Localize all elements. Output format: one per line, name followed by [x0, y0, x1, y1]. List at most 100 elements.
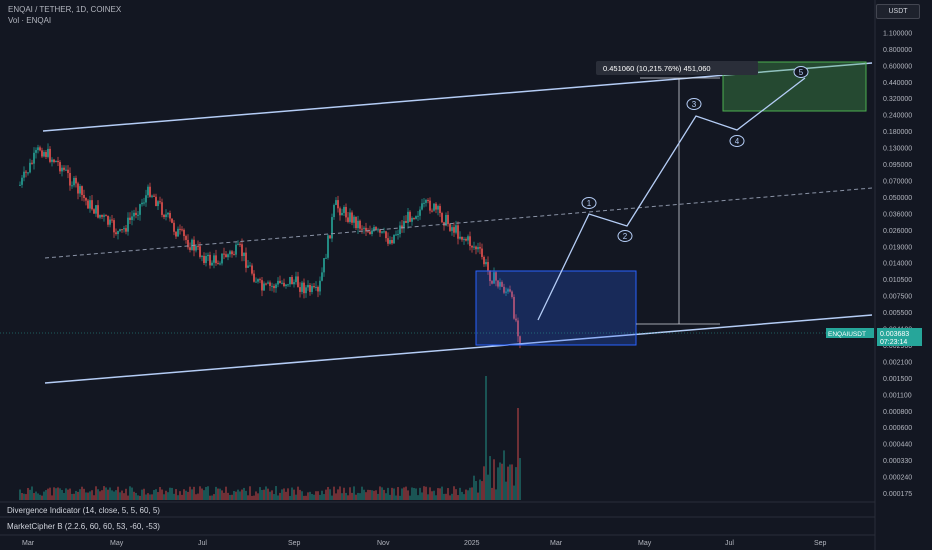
candle-body [161, 202, 163, 215]
candle-body [277, 280, 279, 285]
candle-body [65, 169, 67, 171]
elliott-wave-path[interactable] [537, 77, 806, 321]
candle-body [171, 218, 173, 223]
volume-bar [177, 495, 179, 500]
volume-bar [147, 493, 149, 500]
volume-bar [87, 492, 89, 500]
candle-body [43, 152, 45, 157]
volume-bar [391, 487, 393, 500]
candle-body [293, 282, 295, 285]
volume-bar [65, 488, 67, 500]
time-axis-label: May [110, 540, 124, 547]
candle-body [403, 221, 405, 229]
candle-body [351, 212, 353, 223]
candle-body [205, 256, 207, 263]
candle-body [95, 205, 97, 214]
volume-bar [299, 489, 301, 500]
candle-body [463, 238, 465, 240]
volume-bar [25, 494, 27, 500]
candle-body [387, 238, 389, 244]
candle-body [279, 280, 281, 284]
volume-bar [419, 487, 421, 500]
candle-body [197, 246, 199, 248]
price-axis-label: 0.600000 [883, 63, 912, 70]
volume-bar [201, 488, 203, 500]
price-axis-label: 0.070000 [883, 178, 912, 185]
candle-body [165, 214, 167, 218]
candle-body [489, 270, 491, 282]
candle-body [515, 318, 517, 321]
volume-bar [141, 489, 143, 500]
divergence-indicator-label[interactable]: Divergence Indicator (14, close, 5, 5, 6… [7, 506, 160, 515]
candle-body [133, 212, 135, 217]
volume-bar [429, 487, 431, 500]
candle-body [407, 211, 409, 223]
candle-body [435, 203, 437, 210]
price-axis-label: 0.001100 [883, 392, 912, 399]
wave-label-circle [686, 98, 702, 110]
volume-bar [387, 487, 389, 500]
candle-body [309, 285, 311, 292]
volume-bar [451, 493, 453, 500]
candle-body [155, 196, 157, 207]
candle-body [107, 215, 109, 225]
volume-bar [189, 486, 191, 500]
volume-bar [135, 492, 137, 500]
volume-bar [35, 491, 37, 500]
volume-bar [153, 490, 155, 500]
candle-body [127, 217, 129, 232]
price-axis-label: 0.001500 [883, 376, 912, 383]
volume-bar [493, 459, 495, 500]
price-axis-label: 0.050000 [883, 195, 912, 202]
volume-bar [23, 493, 25, 500]
price-axis-label: 0.010500 [883, 277, 912, 284]
candle-body [117, 231, 119, 235]
volume-bar [321, 490, 323, 500]
price-axis-label: 0.130000 [883, 146, 912, 153]
candle-body [299, 287, 301, 292]
candle-body [419, 209, 421, 216]
price-axis-label: 1.100000 [883, 30, 912, 37]
marketcipher-indicator-label[interactable]: MarketCipher B (2.2.6, 60, 60, 53, -60, … [7, 522, 160, 531]
candle-body [451, 227, 453, 231]
volume-bar [89, 491, 91, 500]
volume-bar [513, 485, 515, 500]
volume-bar [171, 487, 173, 500]
candle-body [431, 210, 433, 212]
candle-body [457, 225, 459, 239]
channel-mid-line[interactable] [44, 187, 873, 259]
candle-body [491, 281, 493, 284]
candle-body [231, 251, 233, 255]
candle-body [213, 255, 215, 263]
candle-body [499, 282, 501, 287]
candle-body [405, 221, 407, 223]
candle-body [235, 244, 237, 255]
volume-bar [379, 486, 381, 500]
candle-body [113, 220, 115, 233]
currency-button[interactable]: USDT [876, 4, 920, 19]
volume-bar [69, 488, 71, 500]
volume-bar [307, 492, 309, 500]
candle-body [471, 245, 473, 248]
candle-body [445, 214, 447, 226]
volume-bar [285, 491, 287, 500]
volume-bar [301, 491, 303, 500]
volume-bar [53, 487, 55, 500]
channel-lower-line[interactable] [44, 314, 873, 384]
volume-bar [67, 489, 69, 500]
volume-bar [215, 486, 217, 500]
candle-body [91, 200, 93, 210]
candle-body [47, 148, 49, 157]
candle-body [265, 283, 267, 285]
volume-bar [359, 493, 361, 500]
candle-body [251, 265, 253, 274]
volume-bar [497, 467, 499, 500]
candle-body [517, 320, 519, 337]
volume-bar [119, 492, 121, 500]
volume-bar [121, 490, 123, 500]
candle-body [37, 147, 39, 151]
volume-bar [287, 488, 289, 500]
symbol-title[interactable]: ENQAI / TETHER, 1D, COINEX [8, 5, 122, 14]
candle-body [349, 212, 351, 222]
